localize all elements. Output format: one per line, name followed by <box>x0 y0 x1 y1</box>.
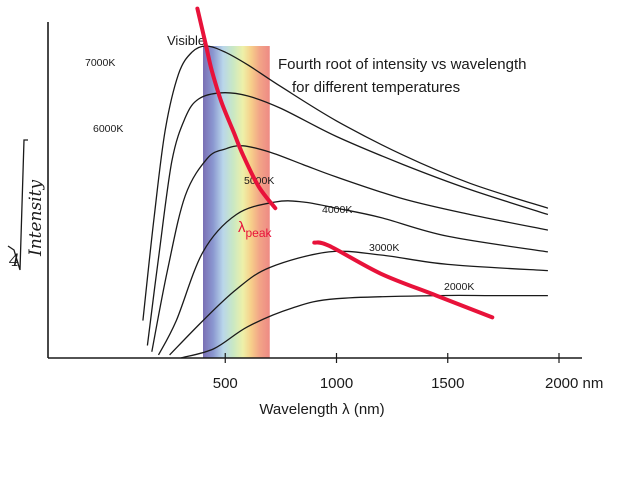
visible-band-label: Visible <box>167 33 205 48</box>
curve-label-6000k: 6000K <box>93 123 123 135</box>
y-axis-label-root-index: 4 <box>8 251 20 271</box>
y-axis-label: 4 Intensity <box>7 139 46 271</box>
temperature-curves <box>142 45 549 359</box>
curve-label-4000k: 4000K <box>322 204 352 216</box>
y-axis-label-text: Intensity <box>26 180 46 257</box>
temperature-curve-labels: 7000K 6000K 5000K 4000K 3000K 2000K <box>85 57 474 293</box>
chart-title-line-2: for different temperatures <box>292 79 460 96</box>
x-tick-label: 1500 <box>431 375 464 392</box>
x-tick-label: 2000 nm <box>545 375 603 392</box>
visible-spectrum-band <box>203 46 270 358</box>
curve-label-3000k: 3000K <box>369 242 399 254</box>
x-tick-label: 500 <box>213 375 238 392</box>
curve-4000k <box>157 200 548 356</box>
radical-sign-icon <box>7 139 28 271</box>
curve-5000k <box>151 145 549 352</box>
x-tick-label: 1000 <box>320 375 353 392</box>
chart-title-line-1: Fourth root of intensity vs wavelength <box>278 56 526 73</box>
curve-7000k <box>142 45 549 321</box>
curve-label-7000k: 7000K <box>85 57 115 69</box>
peak-wavelength-curve <box>195 6 495 320</box>
curve-2000k <box>180 294 548 359</box>
x-axis-label: Wavelength λ (nm) <box>259 401 384 418</box>
peak-wavelength-label: λpeak <box>238 219 273 240</box>
x-axis-ticks: 500 1000 1500 2000 nm <box>213 353 603 392</box>
peak-label-symbol: λ <box>238 219 246 236</box>
curve-3000k <box>169 250 548 356</box>
curve-label-2000k: 2000K <box>444 281 474 293</box>
curve-label-5000k: 5000K <box>244 175 274 187</box>
curve-6000k <box>146 92 549 346</box>
peak-label-subscript: peak <box>246 226 273 240</box>
